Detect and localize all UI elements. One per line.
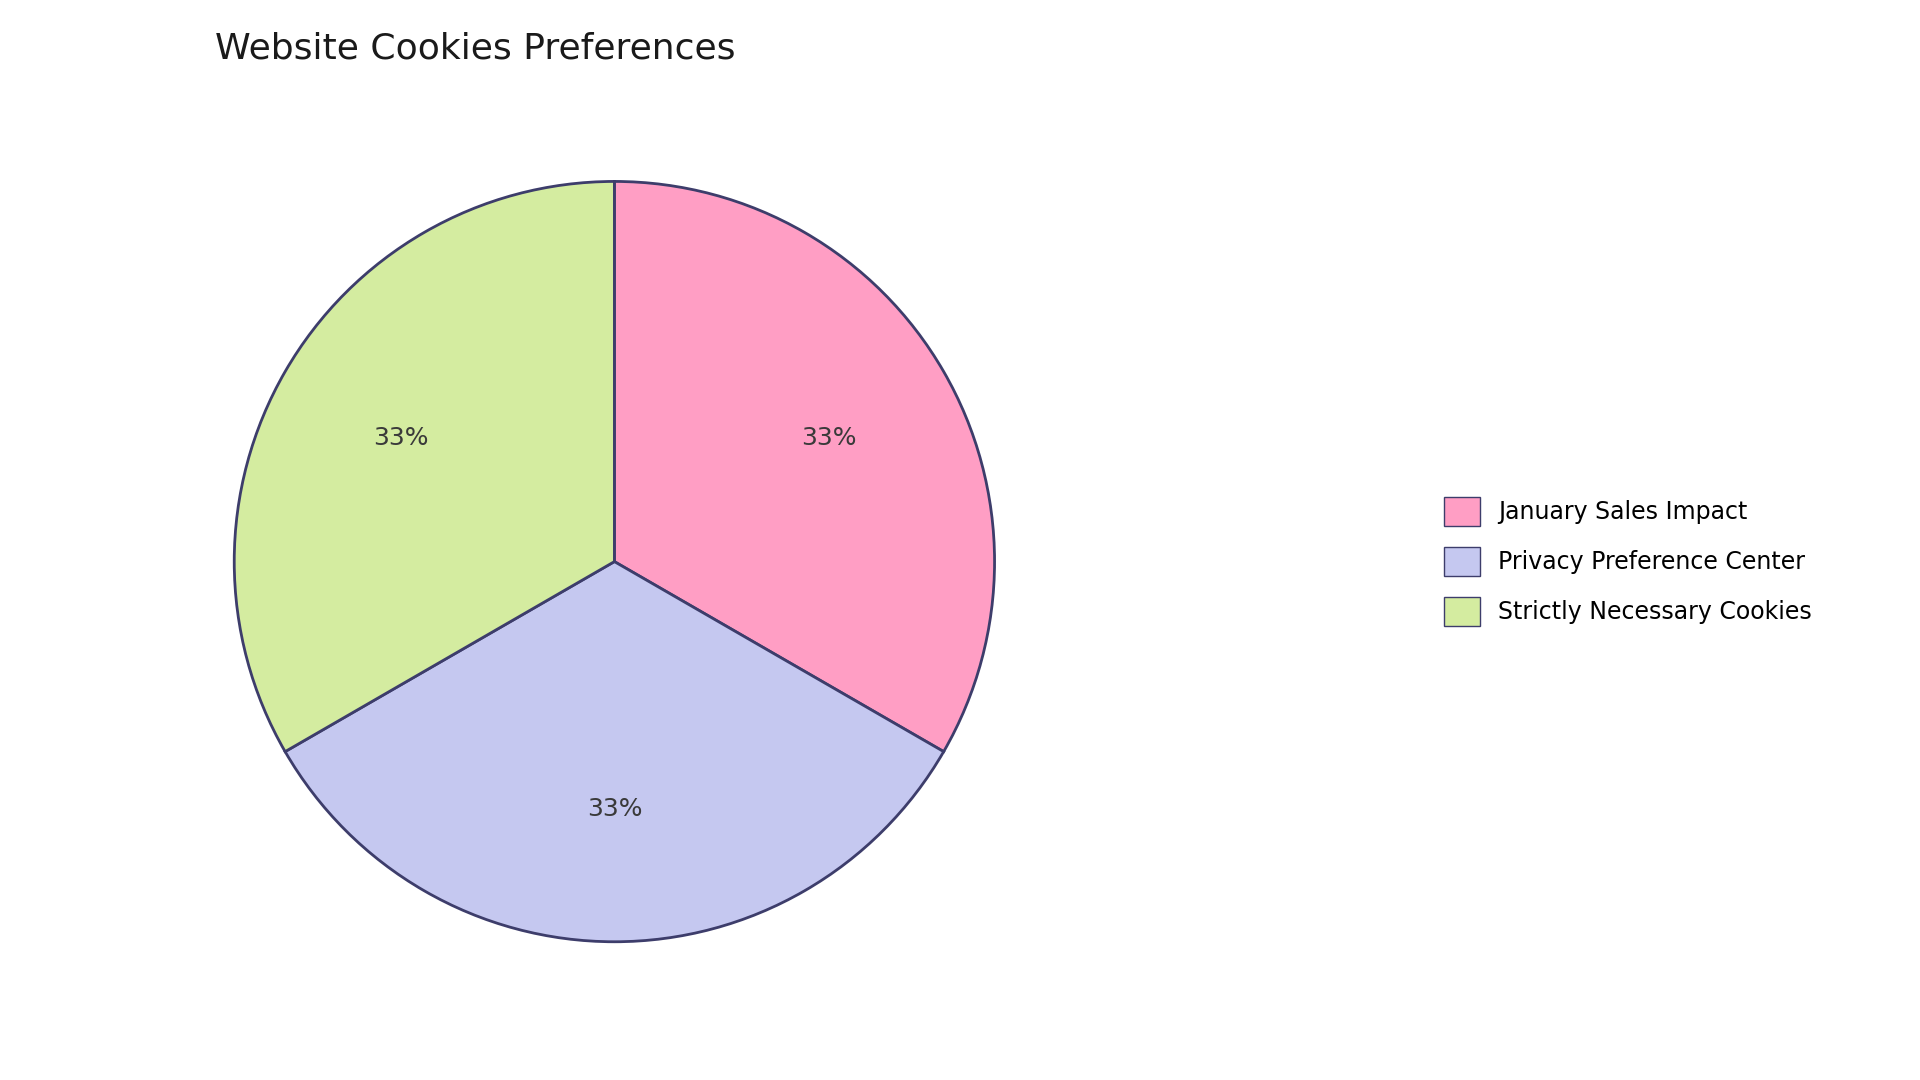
- Text: 33%: 33%: [372, 426, 428, 450]
- Wedge shape: [234, 181, 614, 752]
- Legend: January Sales Impact, Privacy Preference Center, Strictly Necessary Cookies: January Sales Impact, Privacy Preference…: [1444, 497, 1812, 626]
- Wedge shape: [614, 181, 995, 752]
- Text: 33%: 33%: [588, 797, 641, 821]
- Wedge shape: [286, 562, 943, 942]
- Text: Website Cookies Preferences: Website Cookies Preferences: [215, 31, 735, 66]
- Text: 33%: 33%: [801, 426, 856, 450]
